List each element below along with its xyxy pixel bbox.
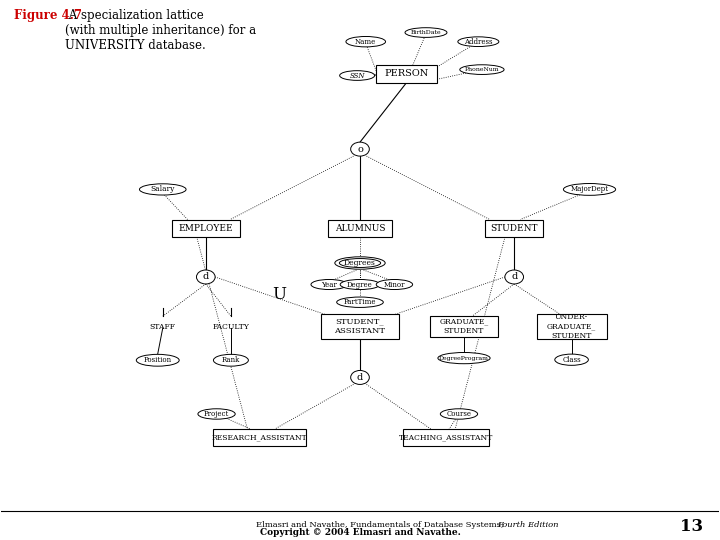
Ellipse shape [458,37,499,46]
Text: d: d [202,273,209,281]
FancyBboxPatch shape [213,429,306,446]
FancyBboxPatch shape [485,219,543,237]
Text: Rank: Rank [222,356,240,365]
Circle shape [351,370,369,384]
Text: STUDENT_
ASSISTANT: STUDENT_ ASSISTANT [335,318,385,335]
Text: Course: Course [446,410,472,418]
Text: STUDENT: STUDENT [490,224,538,233]
Text: Class: Class [562,356,581,364]
Ellipse shape [555,354,588,366]
FancyBboxPatch shape [328,219,392,237]
Ellipse shape [564,184,616,195]
FancyBboxPatch shape [402,429,490,446]
Text: STAFF: STAFF [150,322,176,330]
Text: o: o [357,145,363,153]
Text: Address: Address [464,38,492,46]
Text: PERSON: PERSON [384,70,428,78]
Ellipse shape [335,257,385,269]
Circle shape [351,142,369,156]
Ellipse shape [213,354,248,366]
Ellipse shape [339,259,381,267]
Text: PhoneNum: PhoneNum [464,67,499,72]
Text: EMPLOYEE: EMPLOYEE [179,224,233,233]
Text: BirthDate: BirthDate [410,30,441,35]
Text: U: U [273,286,287,303]
FancyBboxPatch shape [431,316,498,337]
Ellipse shape [438,353,490,364]
Text: Position: Position [144,356,172,365]
Text: Salary: Salary [150,185,175,193]
FancyBboxPatch shape [376,65,437,83]
Text: Degree: Degree [347,280,373,288]
Text: Year: Year [321,280,337,288]
Text: Degrees: Degrees [344,259,376,267]
FancyBboxPatch shape [536,314,607,339]
Ellipse shape [346,37,385,47]
Text: SSN: SSN [349,71,365,79]
Circle shape [197,270,215,284]
Text: Figure 4.7: Figure 4.7 [14,9,82,23]
Text: ALUMNUS: ALUMNUS [335,224,385,233]
Text: Minor: Minor [384,280,405,288]
Text: DegreeProgram: DegreeProgram [439,356,489,361]
Text: GRADUATE_
STUDENT: GRADUATE_ STUDENT [439,318,489,335]
Ellipse shape [337,297,383,307]
Text: UNDER-
GRADUATE_
STUDENT: UNDER- GRADUATE_ STUDENT [547,313,596,340]
Text: Name: Name [355,38,377,46]
Ellipse shape [340,280,380,289]
Text: Elmasri and Navathe, Fundamentals of Database Systems,: Elmasri and Navathe, Fundamentals of Dat… [256,521,505,529]
Circle shape [505,270,523,284]
Text: d: d [511,273,518,281]
Text: RESEARCH_ASSISTANT: RESEARCH_ASSISTANT [212,434,307,442]
Text: A specialization lattice
(with multiple inheritance) for a
UNIVERSITY database.: A specialization lattice (with multiple … [65,9,256,52]
Text: MajorDept: MajorDept [570,185,608,193]
Text: TEACHING_ASSISTANT: TEACHING_ASSISTANT [399,434,493,442]
Text: Fourth Edition: Fourth Edition [497,521,558,529]
Ellipse shape [136,354,179,366]
Text: d: d [357,373,363,382]
Text: FACULTY: FACULTY [212,322,249,330]
Ellipse shape [140,184,186,195]
Text: Copyright © 2004 Elmasri and Navathe.: Copyright © 2004 Elmasri and Navathe. [260,529,460,537]
Ellipse shape [377,280,413,289]
Text: Project: Project [204,410,229,418]
Ellipse shape [311,280,347,289]
Text: PartTime: PartTime [343,298,377,306]
FancyBboxPatch shape [321,314,399,339]
Ellipse shape [340,71,374,80]
Ellipse shape [198,409,235,419]
FancyBboxPatch shape [171,219,240,237]
Ellipse shape [441,409,477,419]
Text: 13: 13 [680,518,703,535]
Ellipse shape [460,65,504,75]
Ellipse shape [405,28,447,37]
